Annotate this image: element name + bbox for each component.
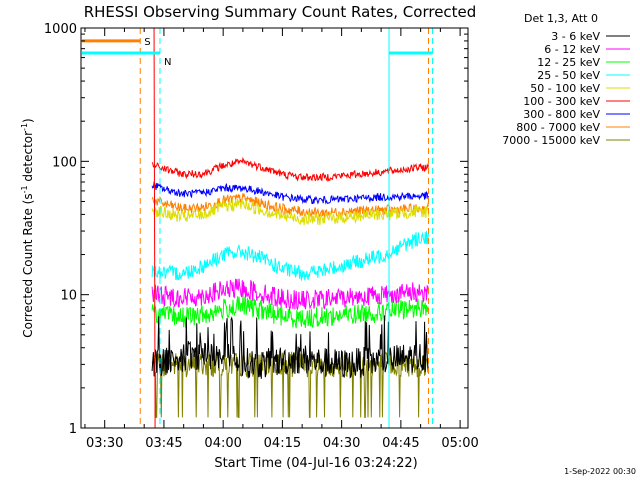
x-axis: 03:30 03:45 04:00 04:15 04:30 04:45 05:00 — [84, 28, 479, 451]
y-tick-label: 1 — [69, 422, 77, 437]
series-line — [151, 295, 429, 329]
y-axis-label: Corrected Count Rate (s-1 detector-1) — [20, 118, 35, 337]
legend-label: 25 - 50 keV — [537, 69, 600, 82]
legend-label: 800 - 7000 keV — [516, 121, 600, 134]
legend-label: 100 - 300 keV — [523, 95, 600, 108]
y-tick-label: 1000 — [44, 22, 77, 37]
series-line — [151, 198, 429, 226]
y-tick-label: 100 — [52, 155, 77, 170]
x-tick-label: 04:45 — [382, 436, 419, 451]
legend-label: 300 - 800 keV — [523, 108, 600, 121]
y-axis-label-main: Corrected Count Rate (s — [21, 193, 35, 337]
legend-label: 3 - 6 keV — [551, 30, 600, 43]
plot-frame — [80, 27, 469, 429]
saa-flag-label: S — [144, 37, 150, 48]
y-axis: 1 10 100 1000 — [44, 22, 468, 437]
x-tick-label: 04:30 — [323, 436, 360, 451]
series-line — [151, 315, 429, 379]
plot-area: SN — [82, 27, 433, 429]
attenuator-marker-line — [153, 27, 156, 429]
legend-label: 7000 - 15000 keV — [502, 134, 600, 147]
night-flag-label: N — [164, 57, 171, 68]
x-tick-label: 03:30 — [86, 436, 123, 451]
series-line — [151, 278, 429, 312]
series-line — [151, 181, 429, 205]
x-tick-label: 03:45 — [145, 436, 182, 451]
y-axis-label-exp2: -1 — [20, 123, 29, 131]
y-axis-label-close: ) — [21, 118, 35, 123]
x-tick-label: 04:00 — [204, 436, 241, 451]
x-tick-label: 05:00 — [441, 436, 478, 451]
y-axis-label-mid: detector — [21, 131, 35, 186]
legend-label: 50 - 100 keV — [530, 82, 600, 95]
legend-label: 6 - 12 keV — [544, 43, 600, 56]
footer-date: 1-Sep-2022 00:30 — [564, 467, 636, 476]
x-tick-label: 04:15 — [264, 436, 301, 451]
y-tick-label: 10 — [60, 289, 77, 304]
x-axis-label: Start Time (04-Jul-16 03:24:22) — [214, 456, 417, 471]
legend-label: 12 - 25 keV — [537, 56, 600, 69]
chart-title: RHESSI Observing Summary Count Rates, Co… — [84, 3, 477, 21]
series-line — [151, 156, 429, 183]
legend-header: Det 1,3, Att 0 — [524, 12, 598, 25]
series-line — [151, 230, 429, 281]
y-axis-label-exp1: -1 — [20, 185, 29, 193]
